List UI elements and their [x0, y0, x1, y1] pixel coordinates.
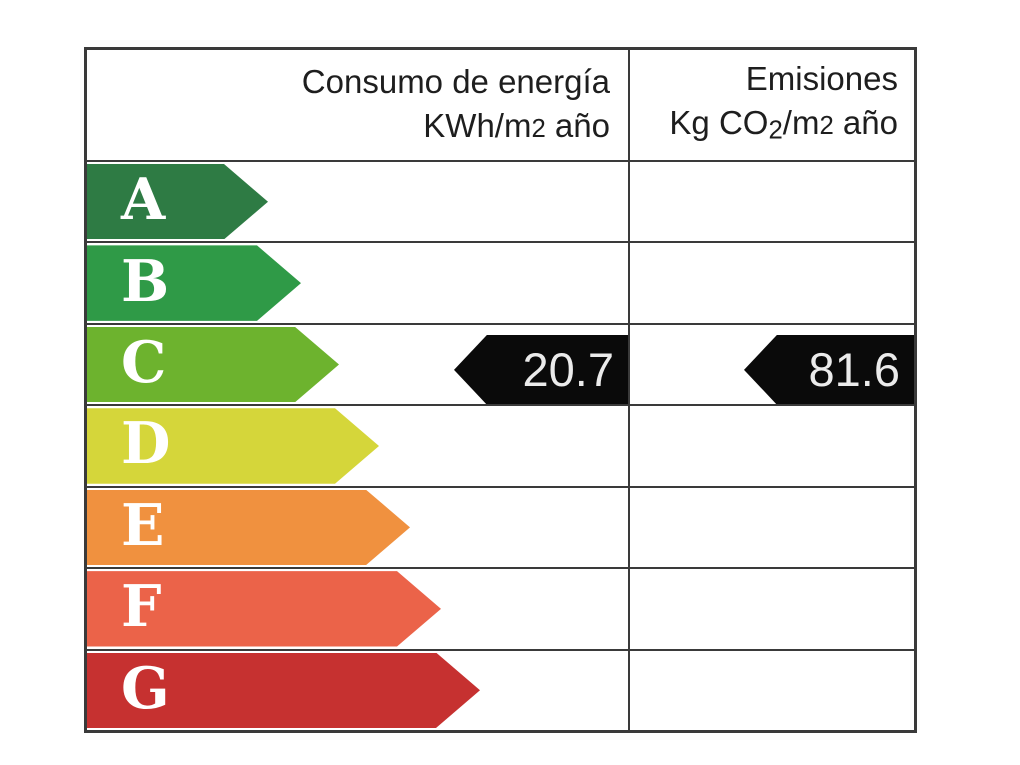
unit-exponent: 2 [531, 114, 546, 143]
band-letter-a: A [121, 166, 166, 234]
band-cell-consumption: F [87, 569, 630, 649]
band-arrow-d: D [87, 408, 379, 483]
band-cell-emissions [630, 162, 914, 241]
band-arrow-c: C [87, 327, 339, 402]
band-cell-emissions [630, 569, 914, 648]
energy-label-table: Consumo de energía KWh/m2 año Emisiones … [84, 47, 917, 733]
consumption-value: 20.7 [522, 343, 614, 397]
band-row-e: E [87, 485, 914, 568]
band-letter-g: G [121, 654, 170, 722]
band-cell-consumption: D [87, 406, 630, 486]
band-cell-consumption: G [87, 650, 630, 730]
band-arrow-f: F [87, 571, 441, 646]
band-row-f: F [87, 567, 914, 649]
band-row-c: C 20.7 81.6 [87, 322, 914, 405]
header-consumption-title: Consumo de energía [301, 62, 610, 100]
band-row-d: D [87, 404, 914, 486]
header-emissions-unit: Kg CO2/m2 año [669, 104, 898, 145]
band-letter-c: C [121, 329, 167, 397]
band-cell-consumption: B [87, 243, 630, 323]
header-consumption: Consumo de energía KWh/m2 año [87, 50, 630, 160]
band-row-a: A [87, 160, 914, 242]
unit-subscript: 2 [768, 116, 783, 145]
band-cell-emissions [630, 243, 914, 322]
band-cell-emissions [630, 651, 914, 730]
emissions-value: 81.6 [808, 343, 900, 397]
band-arrow-g: G [87, 653, 480, 728]
band-cell-emissions [630, 406, 914, 485]
band-row-g: G [87, 648, 914, 730]
band-arrow-a: A [87, 164, 268, 239]
header-row: Consumo de energía KWh/m2 año Emisiones … [87, 50, 914, 160]
unit-exponent: 2 [819, 112, 834, 141]
header-consumption-unit: KWh/m2 año [423, 106, 610, 144]
band-letter-b: B [121, 247, 170, 315]
header-emissions: Emisiones Kg CO2/m2 año [630, 50, 914, 160]
band-cell-consumption: A [87, 162, 630, 242]
emissions-value-marker: 81.6 [744, 334, 914, 405]
header-emissions-title: Emisiones [745, 60, 898, 98]
band-letter-e: E [121, 491, 165, 559]
band-letter-f: F [121, 573, 162, 641]
band-cell-emissions [630, 488, 914, 567]
band-row-b: B [87, 241, 914, 323]
band-arrow-e: E [87, 490, 410, 565]
band-arrow-b: B [87, 245, 301, 320]
band-cell-consumption: C [87, 324, 630, 405]
band-letter-d: D [121, 410, 171, 478]
band-cell-consumption: E [87, 487, 630, 568]
consumption-value-marker: 20.7 [454, 334, 628, 405]
